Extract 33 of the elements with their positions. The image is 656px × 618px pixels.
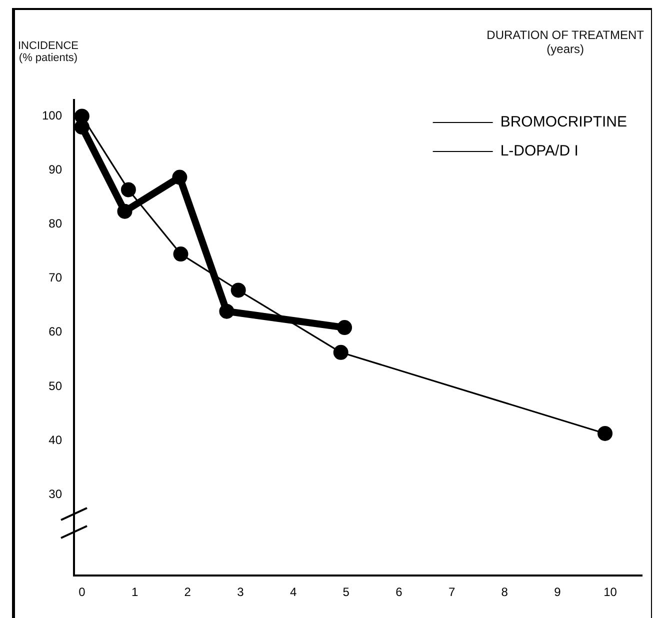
x-tick-label: 7 (448, 585, 456, 600)
x-axis-title: DURATION OF TREATMENT (years) (486, 28, 644, 56)
point (173, 246, 188, 262)
y-tick-label: 30 (48, 486, 62, 501)
y-tick-label: 90 (48, 162, 62, 177)
y-tick-label: 50 (48, 378, 62, 393)
x-tick-label: 5 (342, 585, 350, 600)
x-tick-label: 3 (237, 585, 244, 600)
point (337, 320, 352, 336)
point (74, 120, 90, 135)
x-tick-label: 2 (184, 585, 192, 600)
point (598, 426, 613, 441)
y-tick-label: 60 (48, 324, 62, 339)
x-tick-label: 8 (501, 585, 508, 600)
point (172, 170, 188, 185)
y-axis-title: INCIDENCE (% patients) (18, 40, 79, 64)
y-tick-label: 40 (48, 432, 62, 447)
legend-label: L-DOPA/D I (500, 142, 578, 160)
y-tick-label: 70 (48, 270, 62, 285)
x-tick-label: 9 (554, 585, 562, 600)
y-tick-label: 100 (42, 108, 62, 123)
x-tick-label: 4 (290, 585, 297, 600)
x-tick-label: 0 (78, 585, 86, 600)
point (230, 282, 246, 298)
point (120, 182, 136, 198)
legend-label: BROMOCRIPTINE (500, 114, 628, 131)
point (219, 304, 234, 319)
x-tick-label: 1 (131, 585, 138, 600)
point (117, 204, 132, 219)
y-tick-label: 80 (48, 216, 62, 231)
x-tick-label: 6 (396, 585, 403, 600)
point (333, 344, 348, 360)
x-tick-label: 10 (604, 585, 618, 600)
